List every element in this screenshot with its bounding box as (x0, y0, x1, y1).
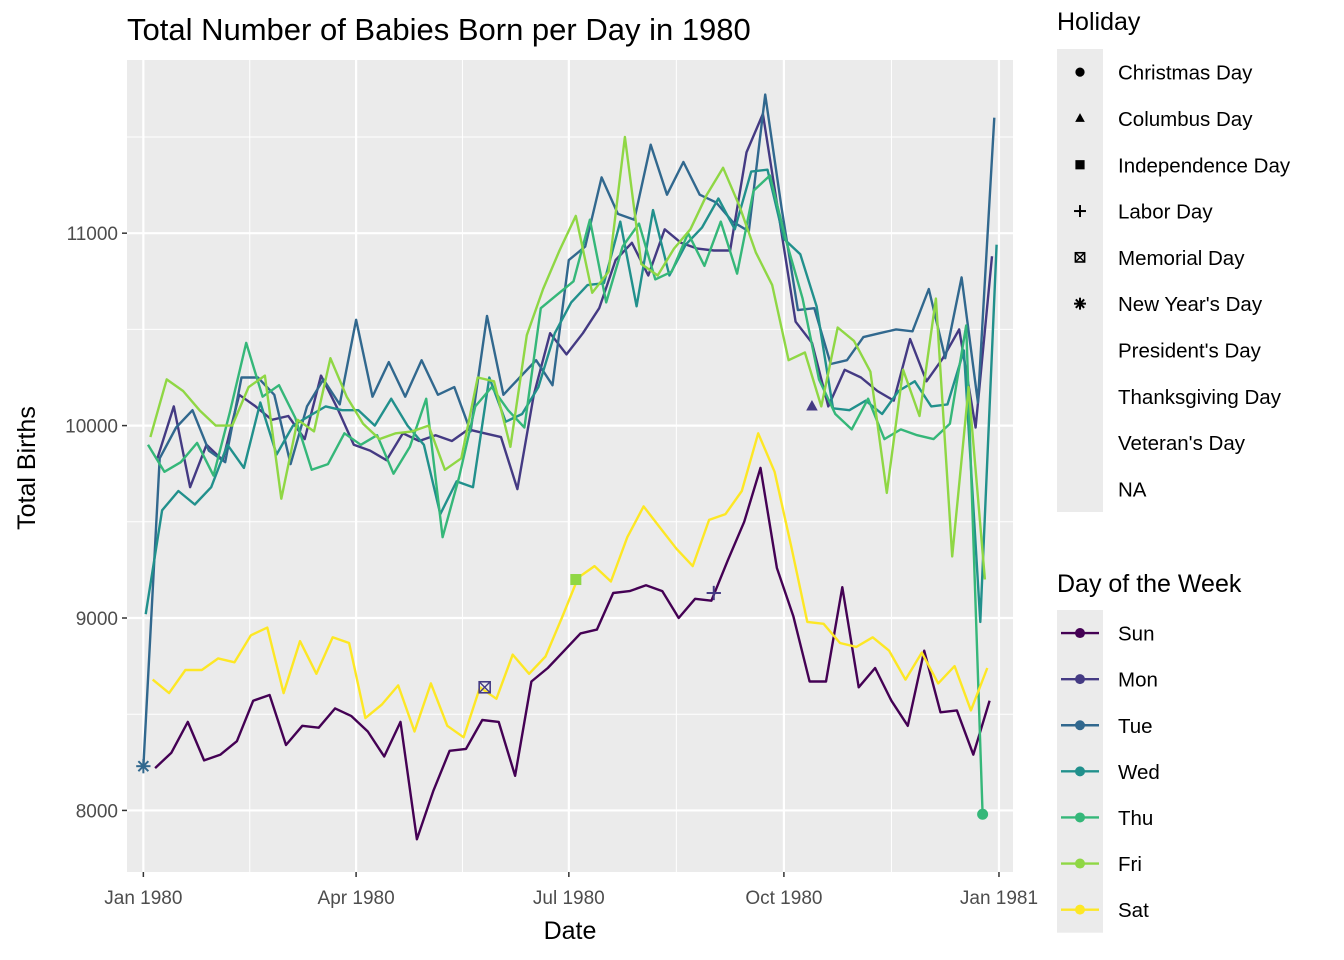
week-legend-key-thu (1061, 812, 1099, 823)
y-tick-label: 9000 (76, 609, 118, 630)
major-gridlines (127, 60, 1013, 872)
legend-key-circle (1075, 67, 1085, 77)
week-legend-key-sun (1061, 628, 1099, 639)
week-legend-label: Wed (1118, 761, 1160, 784)
series-line-fri (149, 135, 987, 580)
plot-panel (127, 60, 1013, 872)
holiday-legend-label: President's Day (1118, 339, 1262, 362)
week-legend-label: Thu (1118, 807, 1153, 830)
legend-key-plus (1074, 205, 1086, 218)
holiday-legend-label: Thanksgiving Day (1118, 386, 1282, 409)
holiday-marker-independence-day (570, 574, 582, 586)
week-legend-label: Fri (1118, 853, 1142, 876)
x-tick-label: Jan 1981 (960, 888, 1038, 909)
week-legend-key-tue (1061, 720, 1099, 731)
legend-key-boxcross (1074, 251, 1086, 263)
holiday-legend-title: Holiday (1057, 8, 1141, 36)
y-tick-label: 10000 (65, 417, 118, 438)
y-tick-label: 8000 (76, 801, 118, 822)
series-line-thu (146, 174, 984, 815)
week-legend-key-wed (1061, 766, 1099, 777)
legend-key-square (1075, 160, 1085, 170)
week-legend-label: Mon (1118, 669, 1158, 692)
x-axis-title: Date (544, 917, 597, 945)
x-tick-label: Jan 1980 (104, 888, 182, 909)
holiday-marker-memorial-day (478, 680, 491, 694)
legend-key-asterisk (1074, 297, 1086, 310)
holiday-marker-labor-day (706, 585, 721, 601)
holiday-legend-label: Memorial Day (1118, 247, 1245, 270)
chart-title: Total Number of Babies Born per Day in 1… (127, 12, 751, 47)
legend-key-triangle (1075, 113, 1085, 122)
holiday-legend-label: Labor Day (1118, 201, 1213, 224)
y-tick-label: 11000 (67, 224, 118, 245)
week-legend-key-fri (1061, 858, 1099, 869)
holiday-legend-label: Columbus Day (1118, 108, 1253, 131)
week-legend-title: Day of the Week (1057, 570, 1242, 598)
holiday-legend-label: Independence Day (1118, 154, 1291, 177)
holiday-legend-key-bg (1057, 49, 1103, 512)
x-tick-label: Apr 1980 (318, 888, 395, 909)
x-tick-label: Oct 1980 (745, 888, 822, 909)
week-legend-label: Sat (1118, 899, 1149, 922)
week-legend-label: Tue (1118, 715, 1153, 738)
holiday-legend-label: Veteran's Day (1118, 432, 1246, 455)
series-line-sun (154, 466, 991, 841)
week-legend-label: Sun (1118, 623, 1154, 646)
x-tick-label: Jul 1980 (533, 888, 605, 909)
day-of-week-legend: Day of the Week Sun Mon Tue Wed Thu Fri Sat (1057, 570, 1242, 933)
week-legend-key-sat (1061, 904, 1099, 915)
series-line-sat (151, 432, 989, 739)
holiday-legend-label: Christmas Day (1118, 62, 1253, 85)
holiday-legend-label: New Year's Day (1118, 293, 1263, 316)
series-lines (142, 93, 998, 841)
y-axis: 8000 9000 10000 11000 (65, 224, 127, 822)
holiday-markers (136, 400, 989, 820)
series-line-wed (144, 168, 998, 624)
holiday-marker-new-year-s-day (136, 759, 151, 774)
holiday-legend-label: NA (1118, 478, 1147, 501)
x-axis: Jan 1980 Apr 1980 Jul 1980 Oct 1980 Jan 1981 (104, 872, 1038, 909)
y-axis-title: Total Births (13, 406, 41, 530)
holiday-marker-columbus-day (806, 400, 818, 411)
holiday-marker-christmas-day (977, 808, 989, 820)
holiday-legend: Holiday Christmas Day Columbus Day Indepen… (1057, 8, 1291, 512)
week-legend-key-mon (1061, 674, 1099, 685)
